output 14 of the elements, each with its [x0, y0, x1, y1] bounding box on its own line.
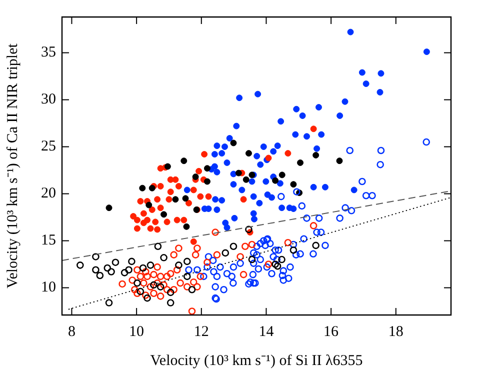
- y-tick-label: 20: [41, 186, 56, 202]
- x-tick-label: 8: [68, 324, 76, 340]
- x-tick-label: 14: [258, 324, 274, 340]
- x-axis-title: Velocity (10³ km s⁻¹) of Si II λ6355: [150, 352, 363, 369]
- x-tick-label: 16: [324, 324, 340, 340]
- x-tick-label: 18: [388, 324, 404, 340]
- y-tick-label: 30: [41, 92, 56, 108]
- y-tick-label: 25: [41, 138, 56, 155]
- y-axis-title: Velocity (10³ km s⁻¹) of Ca II NIR triplet: [4, 42, 21, 288]
- x-tick-label: 10: [129, 324, 144, 340]
- x-tick-label: 12: [194, 324, 209, 340]
- y-tick-label: 10: [41, 280, 56, 296]
- y-tick-label: 15: [41, 232, 56, 249]
- y-tick-label: 35: [41, 44, 56, 61]
